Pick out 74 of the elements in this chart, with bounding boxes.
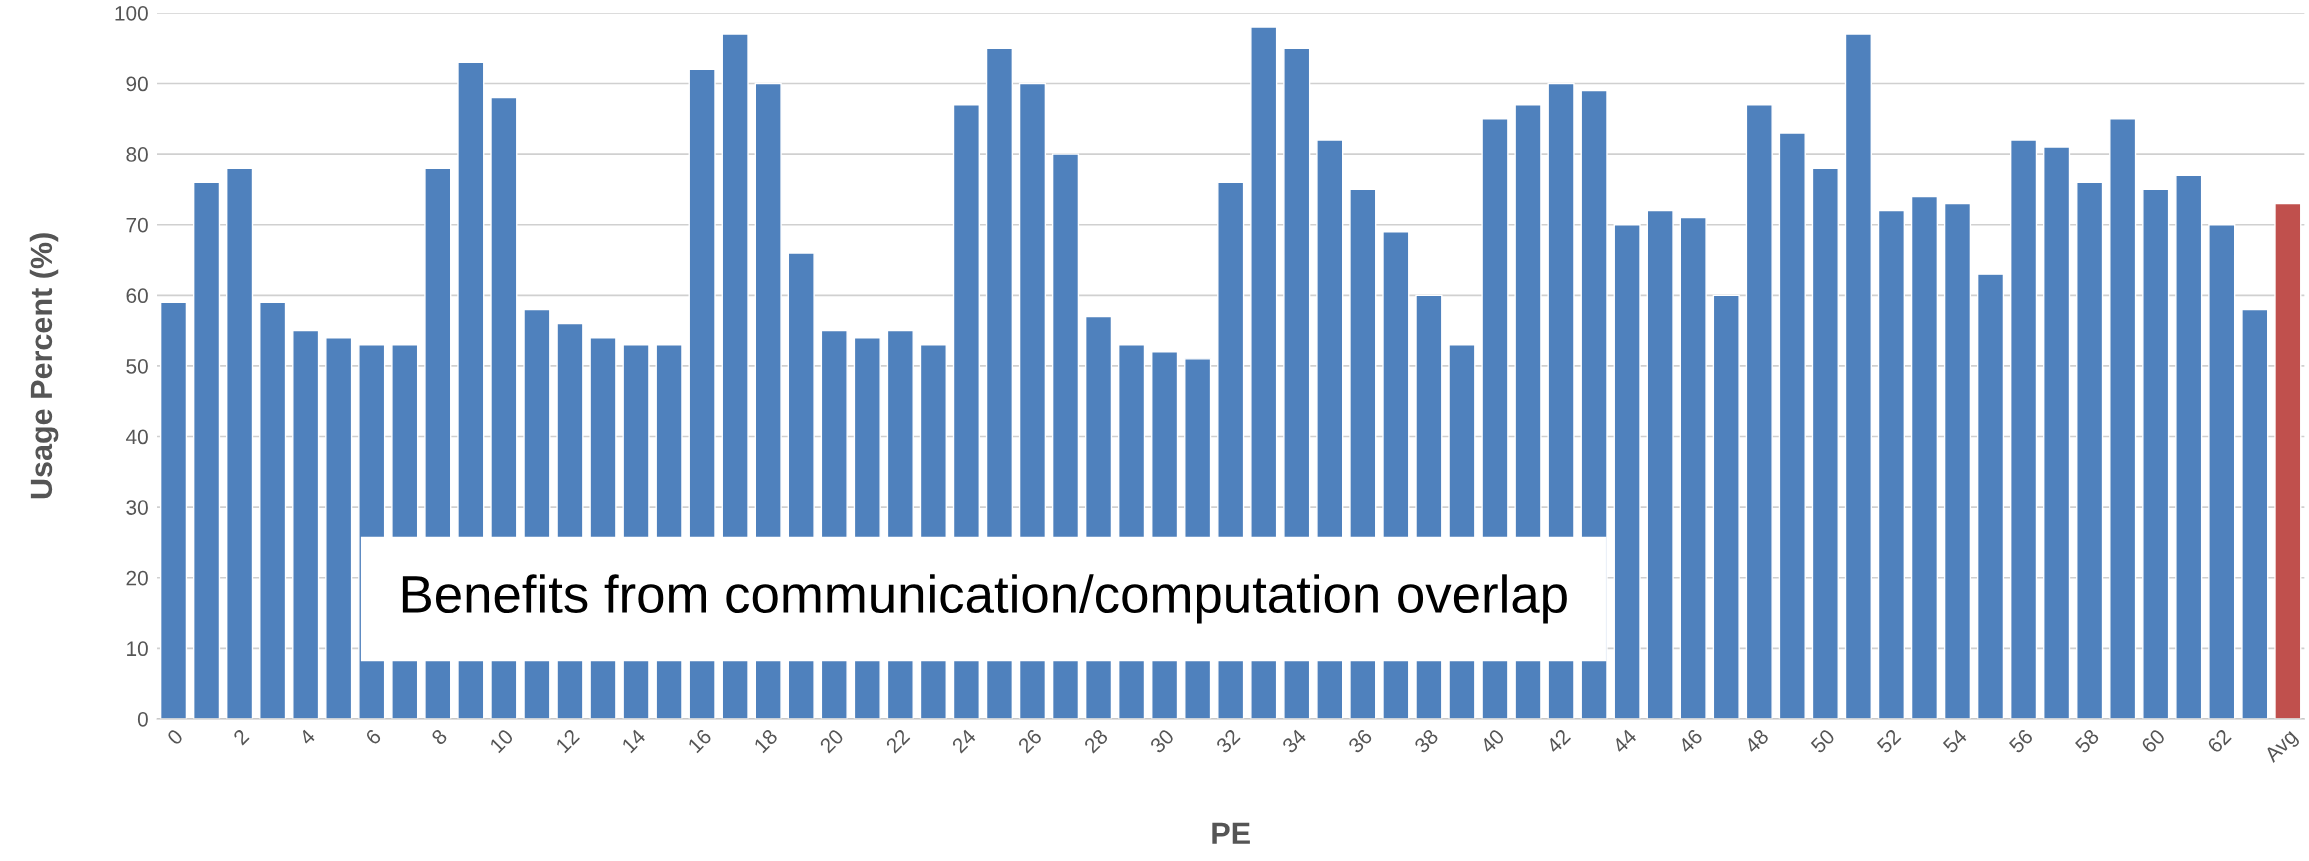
bar	[2009, 139, 2038, 719]
x-tick-label: 30	[1149, 728, 1175, 754]
y-tick-label: 20	[126, 570, 148, 586]
y-axis-title: Usage Percent (%)	[29, 233, 59, 499]
x-tick-label: 0	[166, 728, 184, 746]
bar	[1811, 167, 1839, 719]
bar	[1646, 209, 1674, 719]
bar	[2076, 181, 2104, 719]
bar	[2208, 224, 2236, 719]
x-tick-label: 2	[232, 728, 250, 746]
bar	[2109, 118, 2137, 719]
bar	[1679, 216, 1707, 719]
bar	[2142, 188, 2170, 719]
bar	[159, 301, 188, 719]
x-tick-label: 34	[1281, 728, 1308, 754]
x-tick-label: 38	[1413, 728, 1440, 754]
bar	[192, 181, 221, 719]
bar	[1844, 33, 1872, 719]
bar	[1712, 294, 1740, 719]
bar	[2043, 146, 2071, 719]
y-tick-label: 100	[115, 5, 148, 21]
x-tick-label: 4	[298, 728, 316, 746]
x-tick-label: 24	[951, 728, 977, 754]
bar	[2175, 174, 2203, 719]
bar	[1877, 209, 1906, 719]
bar	[226, 167, 254, 719]
x-tick-label: 14	[621, 728, 647, 754]
x-tick-label: 58	[2074, 728, 2100, 754]
x-axis-title: PE	[1212, 822, 1250, 844]
x-tick-label: 6	[364, 728, 382, 746]
y-tick-label: 40	[125, 429, 148, 445]
bar	[2241, 308, 2269, 719]
x-tick-label: 50	[1809, 728, 1836, 754]
x-tick-label: 56	[2008, 728, 2034, 754]
x-tick-label: 28	[1083, 728, 1109, 754]
x-tick-label: 20	[819, 728, 845, 754]
x-tick-label: 18	[753, 728, 779, 754]
y-tick-label: 90	[126, 76, 148, 92]
x-tick-label: 16	[687, 728, 713, 754]
y-tick-label: 0	[137, 711, 148, 727]
y-tick-label: 80	[126, 147, 148, 162]
x-tick-label: 8	[430, 728, 448, 746]
x-tick-label: 40	[1479, 728, 1506, 755]
y-tick-label: 30	[126, 500, 148, 515]
x-tick-label: 32	[1215, 728, 1241, 754]
x-tick-label: 26	[1017, 728, 1043, 754]
x-tick-label: 46	[1677, 728, 1704, 755]
x-tick-label: 44	[1611, 728, 1638, 754]
bar	[1745, 104, 1773, 719]
y-tick-label: 70	[126, 217, 148, 233]
x-tick-label: 48	[1743, 728, 1770, 755]
bar	[292, 329, 320, 719]
x-tick-label: 62	[2206, 728, 2232, 754]
bar	[1778, 132, 1806, 719]
x-tick-label: Avg	[2263, 728, 2301, 767]
bar	[1613, 224, 1641, 719]
x-tick-label: 10	[489, 728, 515, 754]
y-tick-label: 10	[127, 641, 148, 657]
bar	[1943, 202, 1972, 719]
bar	[2274, 202, 2302, 719]
x-tick-label: 54	[1942, 728, 1968, 754]
bar	[1976, 273, 2005, 719]
x-tick-label: 22	[885, 728, 911, 754]
x-tick-label: 60	[2140, 728, 2166, 754]
y-tick-label: 60	[126, 288, 148, 304]
bar	[1910, 195, 1939, 719]
x-tick-label: 42	[1545, 728, 1571, 754]
bar	[325, 336, 353, 719]
x-tick-label: 52	[1876, 728, 1902, 754]
annotation: Benefits from communication/computation overlap	[402, 574, 1567, 624]
bar	[259, 301, 287, 719]
y-tick-label: 50	[126, 358, 148, 374]
x-tick-label: 12	[555, 728, 580, 754]
x-tick-label: 36	[1347, 728, 1374, 754]
